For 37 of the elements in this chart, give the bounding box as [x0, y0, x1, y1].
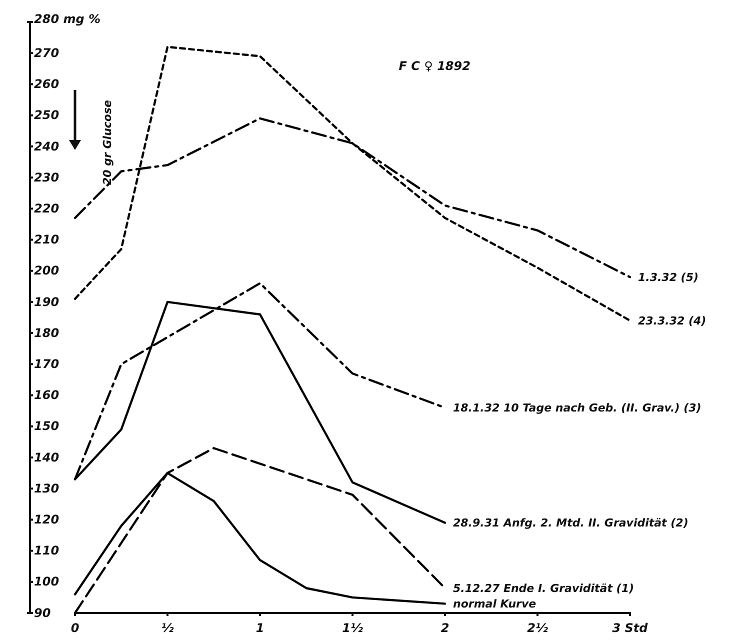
y-tick-label: 270: [34, 46, 60, 60]
y-tick-label: 230: [34, 170, 60, 184]
series-label: 1.3.32 (5): [638, 270, 699, 284]
x-tick-label: ½: [161, 621, 174, 636]
y-tick-label: 190: [34, 294, 60, 309]
y-tick-label: 140: [34, 450, 60, 464]
series-label: 28.9.31 Anfg. 2. Mtd. II. Gravidität (2): [453, 516, 688, 530]
series-label: 18.1.32 10 Tage nach Geb. (II. Grav.) (3): [453, 402, 702, 415]
y-tick-label: 220: [34, 201, 60, 216]
y-tick-label: 110: [34, 544, 60, 558]
line-series: [74, 447, 446, 614]
x-tick-label: 1: [256, 621, 264, 636]
y-tick-label: 170: [34, 357, 60, 371]
series-label: normal Kurve: [453, 598, 537, 611]
series-label: 5.12.27 Ende I. Gravidität (1): [453, 582, 634, 595]
annotation: 20 gr Glucose: [101, 99, 114, 185]
y-tick-label: 200: [34, 264, 60, 278]
y-tick-label: 160: [34, 388, 60, 402]
y-tick-label: 260: [34, 77, 60, 92]
x-tick-label: 0: [70, 621, 80, 636]
line-series: [74, 46, 632, 322]
y-tick-label: 240: [34, 139, 60, 154]
y-tick-label: 150: [34, 419, 60, 434]
y-tick-label: 280 mg %: [34, 12, 101, 26]
x-tick-label: 3 Std: [612, 621, 648, 636]
x-tick-label: 2½: [527, 621, 548, 636]
text: F C ♀ 1892: [398, 59, 470, 73]
y-tick-label: 130: [34, 481, 60, 496]
x-tick-label: 2: [440, 621, 450, 636]
x-tick-label: 1½: [342, 621, 364, 636]
y-tick-label: 250: [34, 108, 60, 122]
series-label: 23.3.32 (4): [638, 314, 706, 328]
y-tick-label: 90: [34, 606, 51, 620]
y-tick-label: 100: [34, 574, 60, 589]
y-tick-label: 180: [34, 326, 60, 340]
y-tick-label: 210: [34, 232, 60, 247]
y-tick-label: 120: [34, 512, 60, 527]
